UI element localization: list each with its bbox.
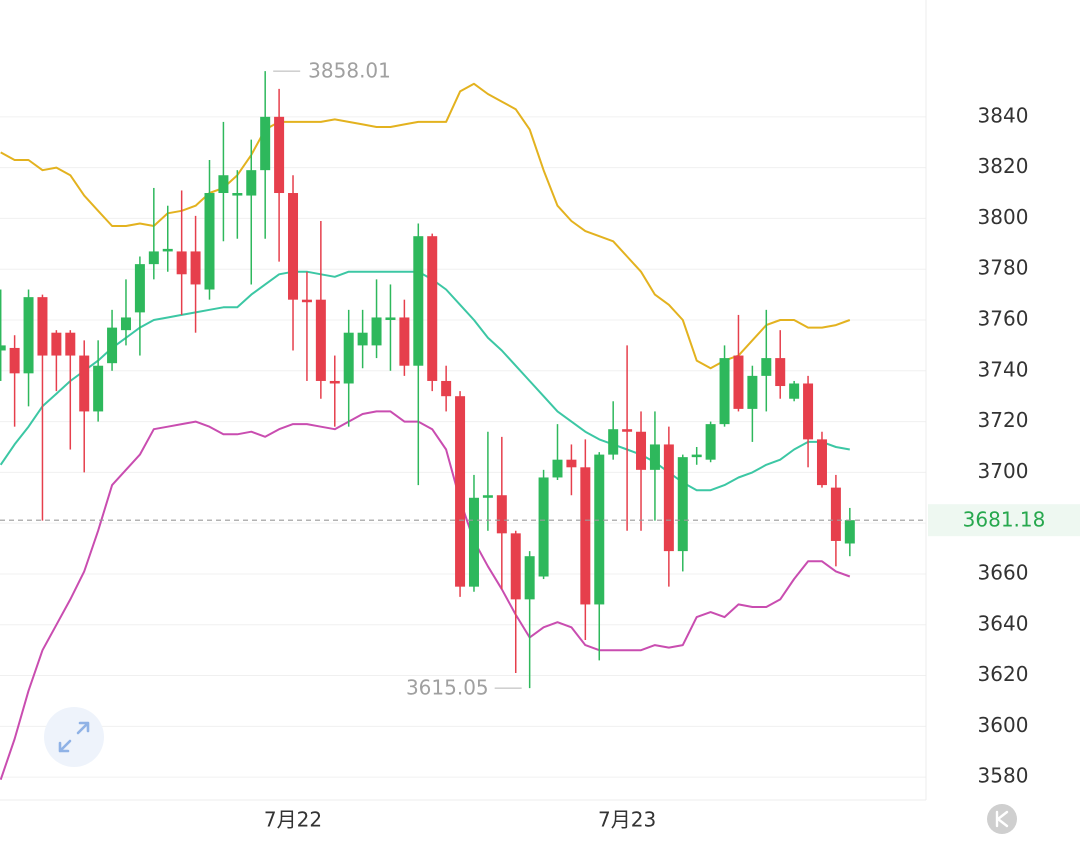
candle-body [371, 317, 382, 346]
current-price-box [928, 504, 1080, 537]
candle-body [107, 327, 118, 364]
candle-body [232, 193, 243, 196]
low-annotation: 3615.05 [406, 676, 489, 700]
band-line [0, 270, 850, 492]
candle-body [357, 332, 368, 346]
band-line [0, 82, 851, 370]
candle-body [775, 358, 786, 387]
candle-body [455, 396, 466, 587]
candle-body [663, 444, 674, 552]
candles [0, 71, 855, 689]
y-tick-label: 3820 [978, 154, 1029, 178]
candle-body [719, 358, 730, 425]
candle-body [176, 251, 187, 275]
overlay-lines [0, 82, 851, 781]
y-tick-label: 3700 [978, 459, 1029, 483]
candle-body [37, 297, 48, 356]
y-tick-label: 3720 [978, 408, 1029, 432]
expand-icon [58, 721, 90, 753]
candle-body [816, 439, 827, 486]
y-tick-label: 3580 [978, 764, 1029, 788]
candle-body [803, 383, 814, 440]
candle-body [524, 556, 535, 600]
y-tick-label: 3600 [978, 713, 1029, 737]
candle-body [538, 477, 549, 577]
candle-body [830, 487, 841, 541]
candle-body [747, 375, 758, 409]
candle-body [0, 345, 6, 351]
candle-body [79, 355, 90, 412]
y-tick-label: 3800 [978, 205, 1029, 229]
candle-body [566, 459, 577, 468]
candle-body [427, 236, 438, 381]
candle-body [51, 332, 62, 356]
candle-body [413, 236, 424, 366]
candle-body [733, 355, 744, 409]
candle-body [649, 444, 660, 470]
candle-body [510, 533, 521, 600]
y-tick-label: 3620 [978, 662, 1029, 686]
candle-body [385, 317, 396, 320]
expand-button[interactable] [44, 707, 104, 767]
candle-body [399, 317, 410, 366]
candle-body [288, 193, 299, 300]
candle-body [789, 383, 800, 399]
candle-body [636, 431, 647, 470]
x-tick-label: 7月22 [264, 808, 322, 832]
candle-body [329, 380, 340, 384]
y-tick-label: 3780 [978, 256, 1029, 280]
candle-body [9, 347, 20, 374]
y-tick-label: 3840 [978, 103, 1029, 127]
candle-body [148, 251, 159, 265]
candle-body [468, 497, 479, 587]
candle-body [343, 332, 354, 384]
x-tick-label: 7月23 [598, 808, 656, 832]
candle-body [761, 358, 772, 376]
candle-body [23, 297, 34, 374]
candle-body [190, 251, 201, 285]
candle-body [705, 424, 716, 460]
y-tick-label: 3760 [978, 307, 1029, 331]
candle-body [496, 495, 507, 534]
y-tick-label: 3660 [978, 560, 1029, 584]
band-line [0, 410, 851, 781]
candle-body [93, 365, 104, 412]
candle-body [246, 170, 257, 196]
candle-body [608, 429, 619, 455]
candle-body [691, 454, 702, 458]
candle-body [552, 459, 563, 478]
candle-body [301, 299, 312, 303]
candle-body [677, 457, 688, 552]
collapse-button[interactable] [987, 804, 1017, 834]
candle-body [218, 175, 229, 194]
labels: 3580360036203640366036803700372037403760… [0, 59, 1080, 832]
candle-body [580, 467, 591, 605]
candle-body [594, 454, 605, 605]
candle-body [622, 429, 633, 432]
candle-body [260, 116, 271, 171]
candle-body [844, 520, 855, 544]
candle-body [162, 248, 173, 252]
collapse-button-bg [987, 804, 1017, 834]
candle-body [482, 495, 493, 498]
candle-body [315, 299, 326, 381]
y-tick-label: 3640 [978, 611, 1029, 635]
high-annotation: 3858.01 [308, 59, 391, 83]
expand-button-bg [44, 707, 104, 767]
collapse-icon [995, 810, 1009, 828]
candle-body [274, 116, 285, 194]
current-price-label: 3681.18 [963, 508, 1046, 532]
y-tick-label: 3740 [978, 357, 1029, 381]
candle-body [204, 193, 215, 290]
candle-body [120, 317, 131, 331]
candle-body [65, 332, 76, 356]
candle-body [441, 380, 452, 397]
candle-body [134, 264, 145, 313]
